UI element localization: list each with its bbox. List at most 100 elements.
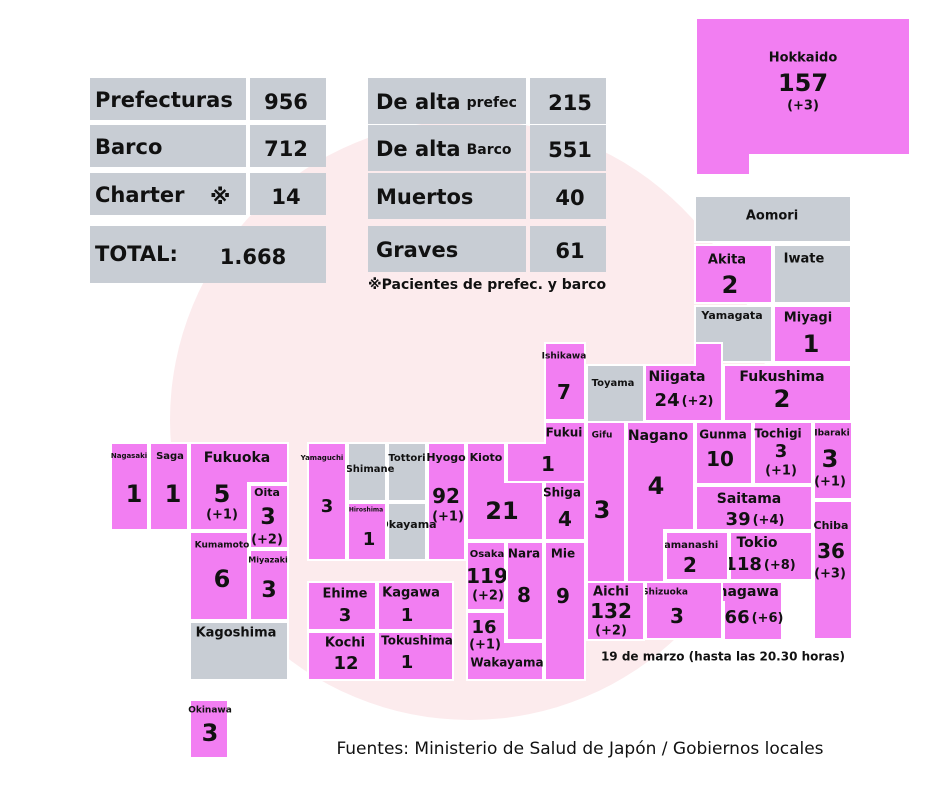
prefecture-tile <box>506 541 544 641</box>
row-value: 40 <box>555 186 584 210</box>
prefecture-name: Akita <box>708 253 746 268</box>
case-number: 2 <box>722 271 739 299</box>
case-number: 39 <box>726 509 751 530</box>
prefecture-name: Chiba <box>814 519 849 532</box>
case-number: 2 <box>774 385 791 413</box>
prefecture-name: Shimane <box>346 464 395 475</box>
row-label: Charter <box>95 183 185 207</box>
prefecture-name: Aichi <box>593 585 629 600</box>
case-count: 9 <box>556 584 570 608</box>
case-count: 16 <box>471 617 496 638</box>
case-count: 2 <box>774 385 791 413</box>
case-count: 92 <box>432 484 460 508</box>
table-cell <box>368 125 526 171</box>
prefecture-name: Okayama <box>379 518 436 531</box>
case-number: 6 <box>214 565 231 593</box>
prefecture-tile <box>307 631 377 681</box>
case-count: 1 <box>126 480 143 508</box>
row-value: 1.668 <box>220 245 286 269</box>
case-number: 8 <box>517 583 531 607</box>
case-count: 3 <box>594 496 611 524</box>
case-number: 157 <box>778 69 828 97</box>
row-mark: ※ <box>210 185 230 209</box>
table-cell <box>368 226 526 272</box>
row-value: 956 <box>264 90 308 114</box>
prefecture-name: Iwate <box>784 252 825 267</box>
case-number: 16 <box>471 617 496 638</box>
prefecture-tile <box>773 244 852 304</box>
row-label: Graves <box>376 238 458 262</box>
prefecture-tile <box>645 581 723 640</box>
case-count: 66 (+6) <box>725 607 784 628</box>
row-label: De alta Barco <box>376 137 512 161</box>
case-number: 1 <box>401 652 414 673</box>
table-cell <box>250 125 326 167</box>
case-number: 118 <box>724 554 762 575</box>
table-cell <box>250 173 326 215</box>
prefecture-tile <box>466 442 544 541</box>
prefecture-tile <box>307 442 347 561</box>
tile-map: Hokkaido157(+3)AomoriAkita2IwateYamagata… <box>110 17 911 759</box>
prefecture-name: Tokio <box>736 535 777 551</box>
prefecture-tile <box>694 244 773 304</box>
prefecture-tile <box>544 342 586 421</box>
prefecture-tile <box>347 502 387 561</box>
table-cell <box>90 125 246 167</box>
table-cell <box>530 226 606 272</box>
prefecture-tile <box>586 364 645 423</box>
case-count: 3 <box>260 505 275 530</box>
prefecture-tile <box>189 531 249 621</box>
prefecture-tile <box>813 421 853 500</box>
prefecture-name: Fukui <box>546 426 583 440</box>
prefecture-name: Kumamoto <box>195 541 250 551</box>
case-count: 1 <box>401 605 414 626</box>
prefecture-tile <box>544 541 586 681</box>
prefecture-tile <box>427 442 466 561</box>
case-count: 6 <box>214 565 231 593</box>
prefecture-name: Ibaraki <box>814 429 849 439</box>
table-cell <box>250 78 326 120</box>
prefecture-name: Osaka <box>470 549 505 560</box>
case-number: 66 <box>725 607 750 628</box>
prefecture-name: Toyama <box>592 378 635 389</box>
case-number: 1 <box>126 480 143 508</box>
case-count: 8 <box>517 583 531 607</box>
prefecture-name: Nagasaki <box>111 452 147 460</box>
case-number: 3 <box>670 604 684 628</box>
prefecture-name: Gifu <box>592 431 613 441</box>
new-cases: (+2) <box>472 589 504 604</box>
prefecture-name: Aomori <box>746 209 798 224</box>
case-number: 1 <box>401 605 414 626</box>
new-cases: (+1) <box>206 508 238 523</box>
prefecture-name: Fukuoka <box>204 450 271 466</box>
case-count: 3 <box>822 445 839 473</box>
prefecture-tile <box>813 500 853 640</box>
case-number: 3 <box>321 496 334 517</box>
prefecture-tile <box>249 484 289 549</box>
case-number: 3 <box>261 578 276 603</box>
case-count: 3 <box>670 604 684 628</box>
prefecture-name: Hiroshima <box>349 507 383 514</box>
prefecture-tile <box>387 442 427 502</box>
case-number: 5 <box>214 480 231 508</box>
case-number: 3 <box>822 445 839 473</box>
prefecture-name: Miyazaki <box>248 556 288 565</box>
case-number: 24 <box>655 390 680 411</box>
case-number: 3 <box>202 719 219 747</box>
case-count: 1 <box>401 652 414 673</box>
case-count: 24 (+2) <box>655 390 714 411</box>
prefecture-name: Tochigi <box>754 427 801 441</box>
prefecture-name: Saga <box>156 451 184 462</box>
new-cases: (+3) <box>814 567 846 582</box>
row-label: TOTAL: <box>95 242 178 266</box>
case-count: 4 <box>558 507 572 531</box>
new-cases: (+8) <box>764 558 796 573</box>
new-cases: (+2) <box>251 533 283 548</box>
summary-tables: Prefecturas 956 Barco 712 Charter ※ 14 TOTAL: 1.… <box>90 78 606 283</box>
row-value: 551 <box>548 138 592 162</box>
prefecture-tile <box>347 442 387 502</box>
row-label: Barco <box>95 135 162 159</box>
prefecture-tile <box>189 442 289 531</box>
prefecture-name: Tottori <box>388 453 425 464</box>
